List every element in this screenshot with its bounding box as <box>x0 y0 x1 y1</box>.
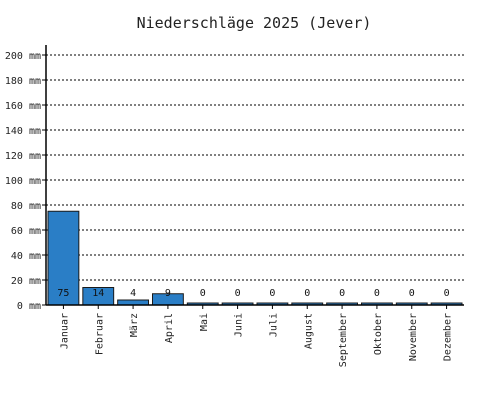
x-tick-label-august: August <box>303 313 314 349</box>
data-label-maerz: 4 <box>130 288 136 299</box>
data-label-august: 0 <box>304 288 310 299</box>
data-label-oktober: 0 <box>374 288 380 299</box>
data-label-juni: 0 <box>235 288 241 299</box>
y-tick-label: 20 mm <box>11 276 41 287</box>
y-tick-label: 60 mm <box>11 226 41 237</box>
data-label-april: 9 <box>165 288 171 299</box>
x-tick-label-maerz: März <box>129 313 140 337</box>
y-tick-label: 0 mm <box>17 301 41 312</box>
x-tick-label-mai: Mai <box>199 313 210 331</box>
y-tick-label: 160 mm <box>5 101 41 112</box>
data-label-juli: 0 <box>269 288 275 299</box>
y-axis-ticks: 0 mm 20 mm 40 mm 60 mm 80 mm 100 mm 120 mm 140 … <box>5 51 46 312</box>
x-tick-label-april: April <box>164 313 175 343</box>
y-tick-label: 40 mm <box>11 251 41 262</box>
data-label-januar: 75 <box>57 288 69 299</box>
chart-title: Niederschläge 2025 (Jever) <box>137 14 372 32</box>
x-tick-label-januar: Januar <box>59 313 70 349</box>
data-label-november: 0 <box>409 288 415 299</box>
x-tick-label-november: November <box>408 313 419 361</box>
x-tick-label-februar: Februar <box>94 313 105 355</box>
y-tick-label: 180 mm <box>5 76 41 87</box>
bars <box>47 210 463 306</box>
x-tick-label-juni: Juni <box>234 313 245 337</box>
data-label-dezember: 0 <box>444 288 450 299</box>
x-tick-label-juli: Juli <box>268 313 279 337</box>
x-tick-label-oktober: Oktober <box>373 313 384 355</box>
bar-januar <box>47 210 80 306</box>
y-tick-label: 80 mm <box>11 201 41 212</box>
x-tick-label-september: September <box>338 313 349 367</box>
x-axis-ticks: Januar Februar März April Mai Juni Juli August S… <box>59 305 454 367</box>
data-label-februar: 14 <box>92 288 104 299</box>
y-tick-label: 140 mm <box>5 126 41 137</box>
data-label-september: 0 <box>339 288 345 299</box>
y-tick-label: 120 mm <box>5 151 41 162</box>
data-label-mai: 0 <box>200 288 206 299</box>
y-tick-label: 100 mm <box>5 176 41 187</box>
y-tick-label: 200 mm <box>5 51 41 62</box>
data-labels: 75 14 4 9 0 0 0 0 0 0 0 0 <box>57 288 449 299</box>
x-tick-label-dezember: Dezember <box>443 313 454 361</box>
grid-lines <box>46 54 464 281</box>
